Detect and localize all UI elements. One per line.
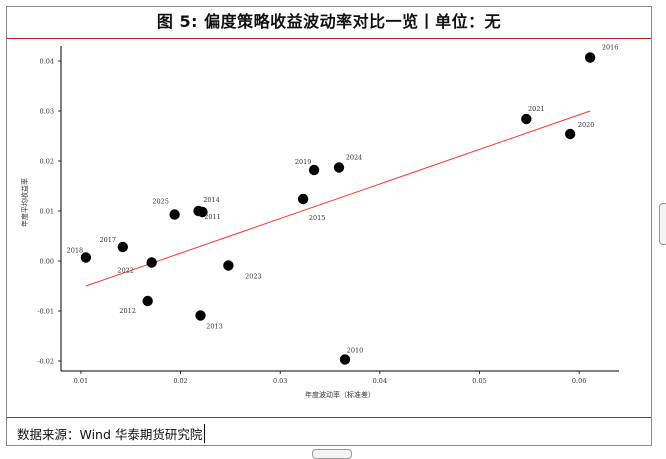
point-label: 2021 [528,105,545,113]
side-resize-handle[interactable] [659,203,666,245]
point-label: 2013 [206,323,223,331]
scatter-point [146,257,157,268]
scatter-point [223,260,234,271]
bottom-resize-handle[interactable] [312,449,352,459]
point-label: 2016 [602,44,619,52]
trend-line [85,110,591,287]
scatter-chart: 0.01 0.02 0.03 0.04 0.05 0.06 -0.02 -0.01 0.00 0.… [20,44,619,399]
point-label: 2020 [578,121,595,129]
x-tick-label: 0.03 [273,377,287,385]
x-tick-label: 0.01 [74,377,88,385]
scatter-point [297,193,309,205]
y-tick-label: 0.04 [40,58,54,66]
point-label: 2012 [119,307,136,315]
x-tick-label: 0.06 [572,377,586,385]
point-label: 2023 [245,273,262,281]
figure-title: 图 5: 偏度策略收益波动率对比一览丨单位：无 [156,12,502,31]
scatter-point [521,113,532,125]
point-label: 2024 [346,154,363,162]
x-tick-label: 0.04 [373,377,387,385]
y-tick-label: -0.02 [37,358,54,366]
scatter-point [169,209,180,220]
point-label: 2010 [347,347,364,355]
point-label: 2019 [295,158,312,166]
point-label: 2018 [67,247,84,255]
scatter-point [333,162,345,173]
x-axis-label: 年度波动率（标准差） [305,390,375,399]
figure-frame: 图 5: 偏度策略收益波动率对比一览丨单位：无 0.01 0.02 0.03 0.04… [6,6,652,446]
source-text[interactable]: 数据来源：Wind 华泰期货研究院 [17,424,206,443]
point-label: 2015 [309,214,326,222]
point-label: 2025 [152,198,169,206]
x-tick-label: 0.02 [173,377,187,385]
y-tick-label: 0.03 [40,108,54,116]
point-label: 2017 [100,236,117,244]
point-label: 2014 [203,196,220,204]
scatter-point [584,52,596,63]
scatter-point [193,205,204,217]
point-label: 2022 [117,267,134,275]
y-tick-label: 0.00 [40,258,54,266]
source-footer: 数据来源：Wind 华泰期货研究院 [7,417,651,446]
y-tick-label: 0.02 [40,158,54,166]
scatter-point [117,241,128,253]
x-tick-label: 0.05 [472,377,486,385]
scatter-point [308,164,320,176]
title-bar: 图 5: 偏度策略收益波动率对比一览丨单位：无 [7,7,651,39]
scatter-point [80,252,92,263]
y-tick-label: 0.01 [40,208,54,216]
scatter-point [195,310,206,321]
scatter-point [339,354,351,365]
scatter-point [142,295,153,307]
scatter-point [564,128,576,140]
point-label: 2011 [204,213,221,221]
y-axis-label: 年度平均收益率 [20,178,29,227]
y-tick-label: -0.01 [37,308,54,316]
